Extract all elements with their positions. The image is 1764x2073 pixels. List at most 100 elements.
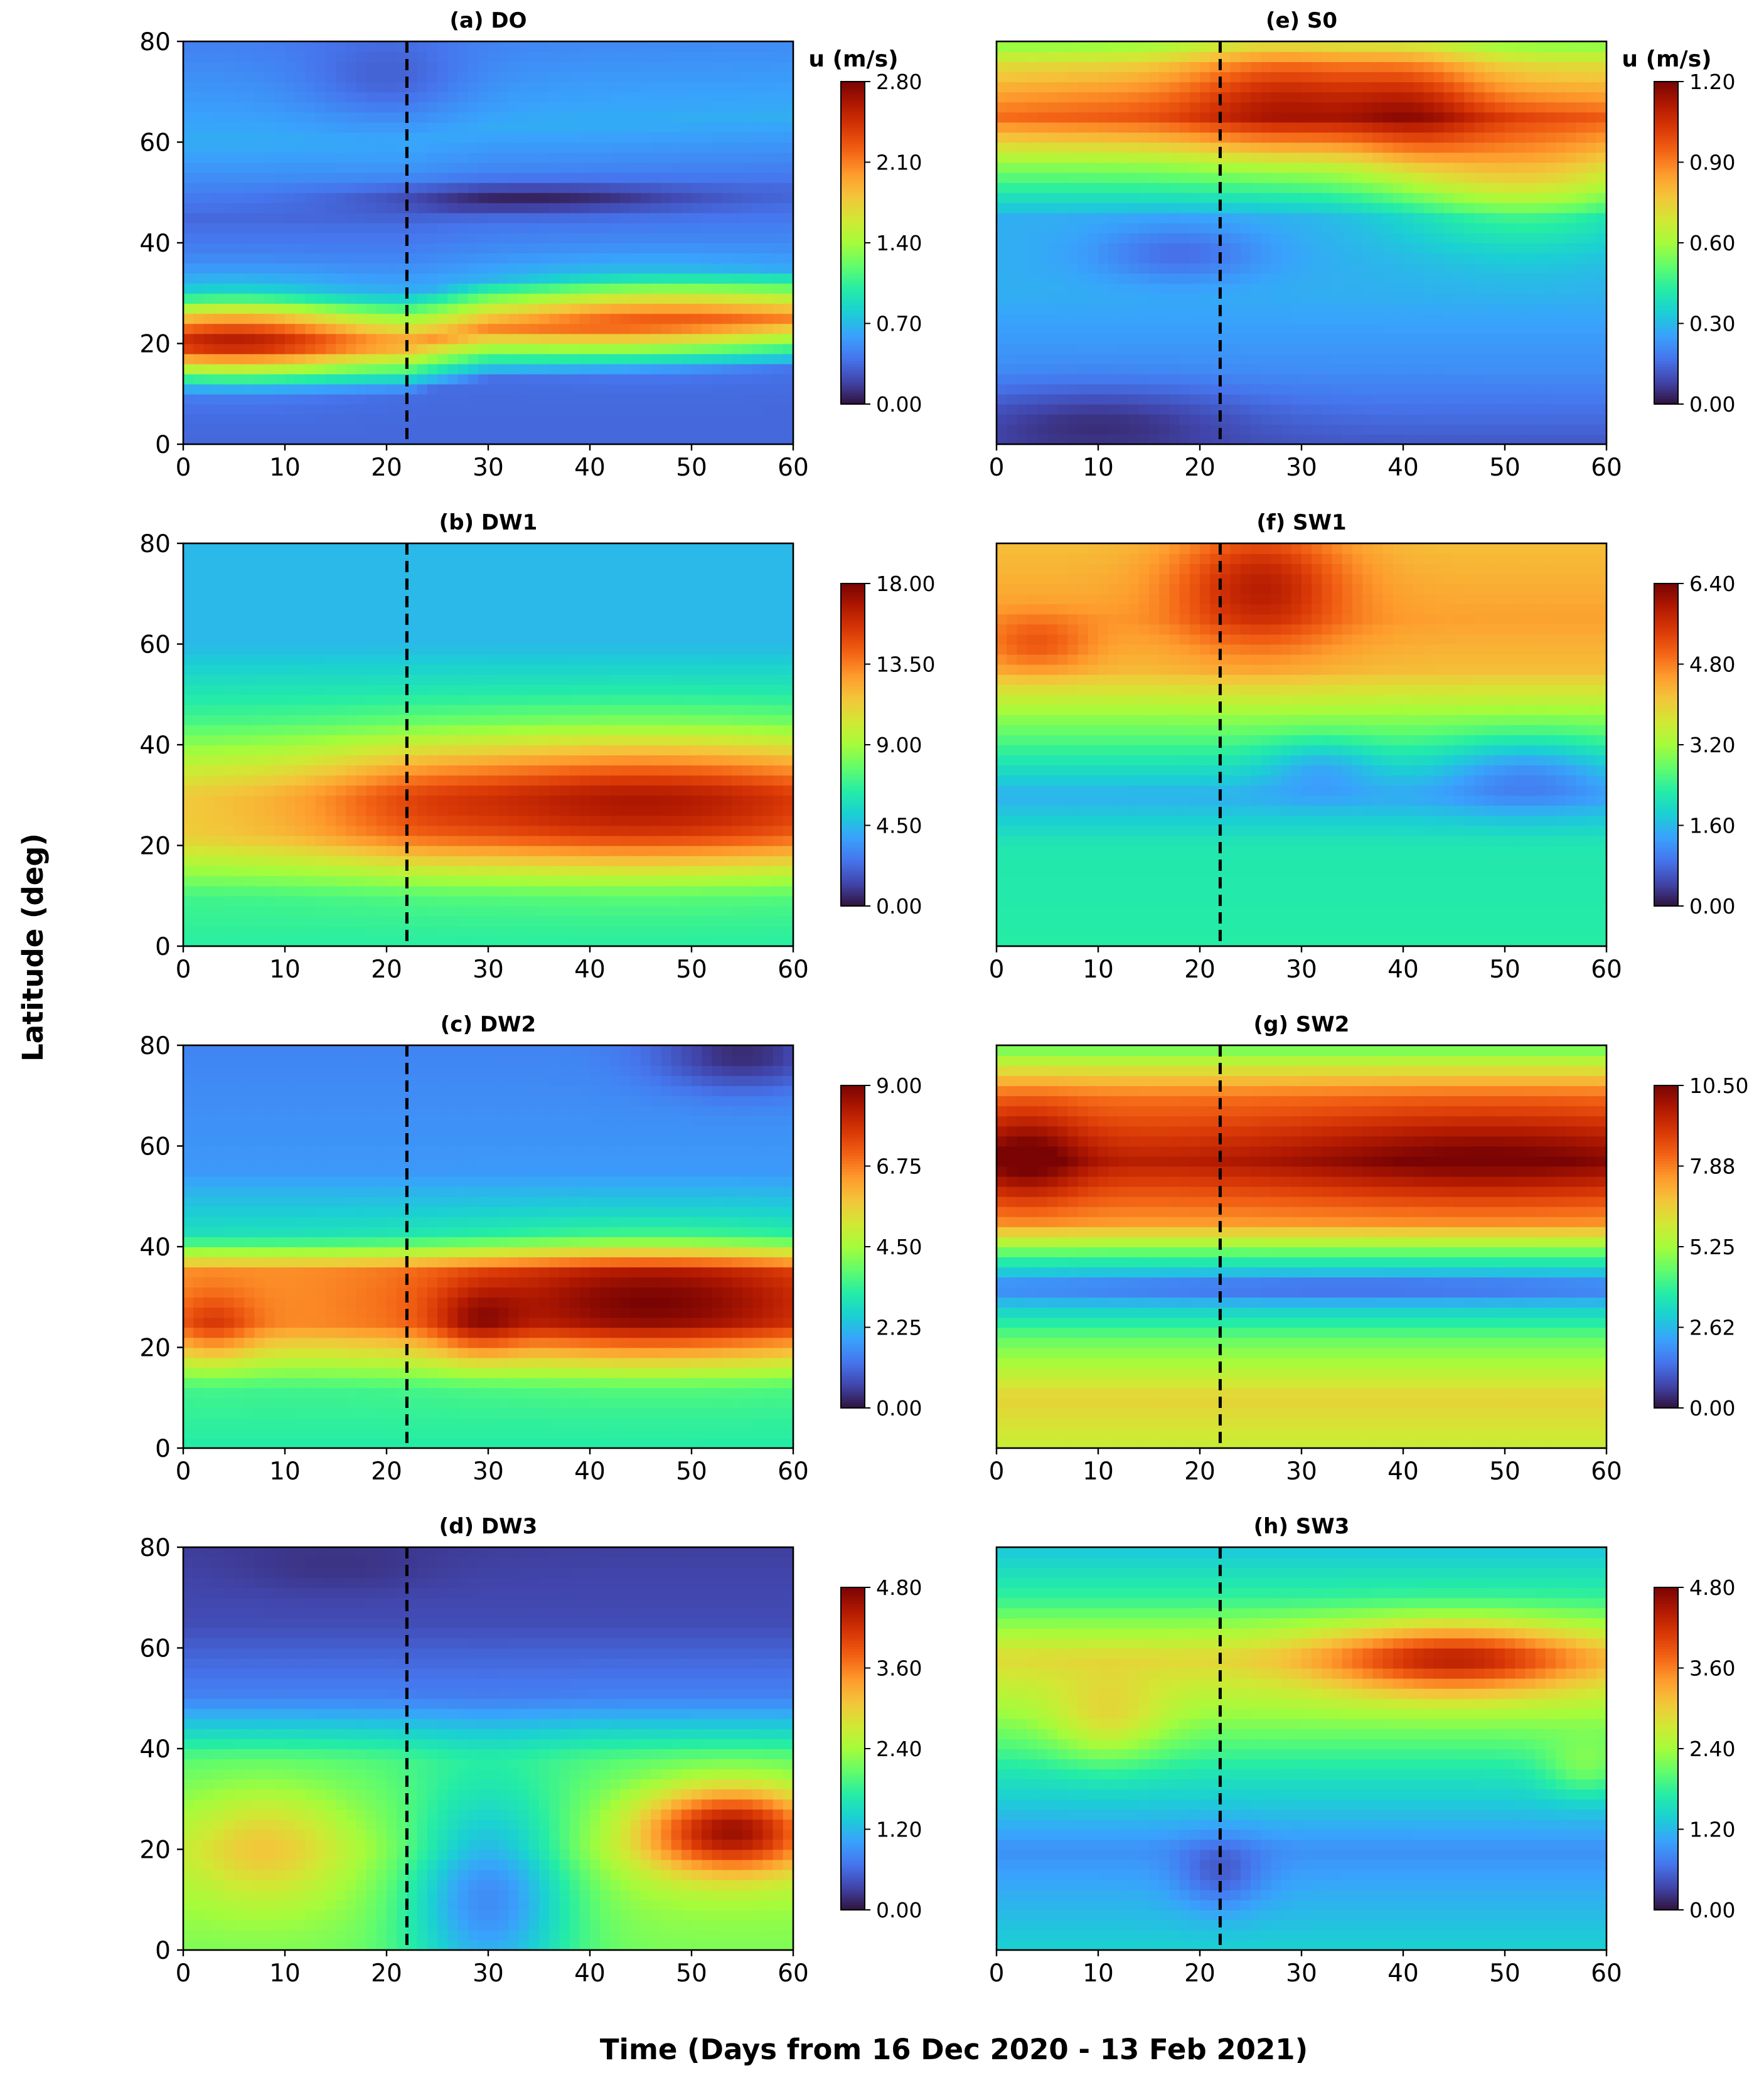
heatmap-cell <box>203 263 214 274</box>
heatmap-cell <box>631 354 641 365</box>
heatmap-cell <box>570 193 580 203</box>
heatmap-cell <box>519 152 530 163</box>
heatmap-cell <box>234 344 245 354</box>
heatmap-cell <box>712 344 722 354</box>
heatmap-cell <box>387 303 397 314</box>
heatmap-cell <box>712 283 722 294</box>
heatmap-cell <box>529 424 540 435</box>
heatmap-cell <box>631 263 641 274</box>
heatmap-cell <box>712 223 722 233</box>
heatmap-cell <box>742 61 753 72</box>
heatmap-cell <box>447 384 458 395</box>
heatmap-cell <box>600 41 611 52</box>
heatmap-cell <box>773 293 784 304</box>
heatmap-cell <box>682 112 692 122</box>
heatmap-cell <box>783 344 794 354</box>
heatmap-cell <box>285 122 296 132</box>
heatmap-cell <box>356 203 366 213</box>
heatmap-cell <box>336 344 346 354</box>
heatmap-cell <box>366 273 377 284</box>
heatmap-cell <box>702 344 712 354</box>
heatmap-cell <box>641 354 651 365</box>
heatmap-cell <box>183 142 194 153</box>
heatmap-cell <box>621 203 631 213</box>
heatmap-cell <box>702 183 712 193</box>
heatmap-cell <box>468 434 479 445</box>
heatmap-cell <box>468 183 479 193</box>
heatmap-cell <box>366 404 377 415</box>
heatmap-cell <box>346 364 356 375</box>
heatmap-cell <box>265 283 275 294</box>
heatmap-cell <box>682 82 692 92</box>
heatmap-cell <box>244 323 255 334</box>
heatmap-cell <box>457 323 468 334</box>
heatmap-cell <box>539 72 550 82</box>
heatmap-cell <box>295 293 306 304</box>
heatmap-cell <box>722 41 733 52</box>
heatmap-cell <box>427 394 438 405</box>
heatmap-cell <box>488 394 499 405</box>
heatmap-cell <box>234 41 245 52</box>
heatmap-cell <box>671 273 682 284</box>
heatmap-cell <box>387 404 397 415</box>
heatmap-cell <box>457 273 468 284</box>
heatmap-cell <box>671 122 682 132</box>
heatmap-cell <box>682 303 692 314</box>
heatmap-cell <box>508 384 519 395</box>
heatmap-cell <box>1007 303 1017 314</box>
heatmap-cell <box>377 364 387 375</box>
heatmap-cell <box>702 51 712 62</box>
heatmap-cell <box>1017 404 1027 415</box>
heatmap-cell <box>285 424 296 435</box>
heatmap-cell <box>265 142 275 153</box>
heatmap-cell <box>1007 364 1017 375</box>
heatmap-cell <box>346 344 356 354</box>
heatmap-cell <box>631 61 641 72</box>
heatmap-cell <box>326 374 336 385</box>
heatmap-cell <box>224 263 235 274</box>
heatmap-cell <box>203 253 214 264</box>
heatmap-cell <box>417 243 428 253</box>
heatmap-cell <box>183 183 194 193</box>
heatmap-cell <box>752 102 763 112</box>
heatmap-cell <box>752 112 763 122</box>
heatmap-cell <box>692 223 702 233</box>
heatmap-cell <box>732 253 743 264</box>
heatmap-cell <box>559 374 570 385</box>
heatmap-cell <box>244 102 255 112</box>
heatmap-cell <box>519 41 530 52</box>
heatmap-cell <box>580 283 591 294</box>
heatmap-cell <box>549 414 560 425</box>
heatmap-cell <box>508 424 519 435</box>
heatmap-cell <box>997 273 1007 284</box>
heatmap-cell <box>742 152 753 163</box>
heatmap-cell <box>631 303 641 314</box>
heatmap-cell <box>214 394 225 405</box>
heatmap-cell <box>275 203 286 213</box>
heatmap-cell <box>305 142 316 153</box>
heatmap-cell <box>529 283 540 294</box>
panel-e: 0 10 20 30 40 50 60(e) S00.000.300.600.901.20u… <box>989 8 1736 482</box>
heatmap-cell <box>539 203 550 213</box>
heatmap-cell <box>783 223 794 233</box>
heatmap-cell <box>295 384 306 395</box>
heatmap-cell <box>621 333 631 344</box>
heatmap-cell <box>417 142 428 153</box>
heatmap-cell <box>549 142 560 153</box>
heatmap-cell <box>529 183 540 193</box>
heatmap-cell <box>692 263 702 274</box>
heatmap-cell <box>682 92 692 102</box>
heatmap-cell <box>752 323 763 334</box>
heatmap-cell <box>407 434 417 445</box>
heatmap-cell <box>641 374 651 385</box>
heatmap-cell <box>570 142 580 153</box>
heatmap-cell <box>539 384 550 395</box>
heatmap-cell <box>447 72 458 82</box>
heatmap-cell <box>244 142 255 153</box>
heatmap-cell <box>752 213 763 223</box>
heatmap-cell <box>316 112 326 122</box>
heatmap-cell <box>722 233 733 243</box>
heatmap-cell <box>742 213 753 223</box>
heatmap-cell <box>437 424 448 435</box>
heatmap-cell <box>671 323 682 334</box>
